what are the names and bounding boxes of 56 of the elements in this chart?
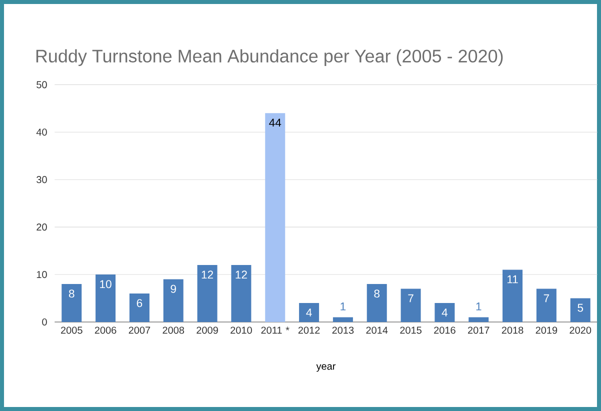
- bar: [299, 303, 320, 322]
- bar: [129, 294, 150, 322]
- x-tick-label: 2014: [366, 326, 388, 334]
- x-tick-label: 2011 *: [261, 326, 290, 334]
- x-tick-label: 2018: [502, 326, 524, 334]
- bar: [366, 284, 387, 322]
- bar: [570, 298, 590, 322]
- y-tick-label: 10: [36, 270, 47, 278]
- x-tick-label: 2007: [128, 326, 150, 334]
- x-tick-label: 2012: [298, 326, 320, 334]
- data-label: 12: [202, 270, 214, 279]
- y-tick-label: 40: [36, 128, 47, 136]
- data-label: 4: [306, 308, 312, 316]
- data-label: 8: [374, 290, 380, 298]
- bar: [265, 113, 286, 322]
- data-label: 4: [442, 308, 448, 316]
- bar: [163, 279, 184, 322]
- x-tick-label: 2020: [570, 326, 592, 334]
- x-tick-label: 2013: [332, 326, 354, 334]
- x-tick-label: 2016: [434, 326, 456, 334]
- bar: [434, 303, 455, 322]
- data-label: 8: [68, 290, 74, 298]
- x-tick-label: 2010: [230, 326, 252, 334]
- x-tick-label: 2006: [94, 326, 116, 334]
- data-label: 44: [269, 118, 282, 127]
- data-label: 10: [100, 280, 112, 288]
- x-tick-label: 2005: [61, 326, 82, 334]
- bar: [400, 288, 421, 322]
- data-label: 11: [508, 275, 518, 284]
- y-tick-label: 20: [36, 224, 47, 231]
- bar: [197, 265, 218, 322]
- y-tick-label: 50: [36, 81, 47, 88]
- data-label: 7: [544, 294, 550, 302]
- bar: [96, 274, 116, 322]
- x-axis-title: year: [316, 364, 336, 372]
- data-label: 5: [578, 304, 584, 312]
- data-label: 9: [170, 284, 176, 293]
- bar: [502, 270, 523, 322]
- bar: [468, 317, 489, 322]
- bar: [62, 284, 82, 322]
- chart-title: Ruddy Turnstone Mean Abundance per Year (2005 - 2020): [36, 49, 503, 66]
- x-tick-label: 2017: [468, 326, 490, 334]
- x-tick-label: 2019: [536, 326, 558, 334]
- data-label: 6: [136, 299, 142, 308]
- data-label: 1: [340, 302, 346, 310]
- data-label: 7: [408, 294, 414, 302]
- x-tick-label: 2009: [196, 326, 218, 334]
- data-label: 12: [236, 270, 247, 279]
- bar: [231, 265, 252, 322]
- y-tick-label: 0: [42, 318, 47, 326]
- y-tick-label: 30: [36, 176, 47, 184]
- data-label: 1: [476, 302, 482, 310]
- bar: [536, 288, 556, 322]
- x-tick-label: 2015: [400, 326, 422, 334]
- x-tick-label: 2008: [162, 326, 184, 334]
- bar: [332, 317, 353, 322]
